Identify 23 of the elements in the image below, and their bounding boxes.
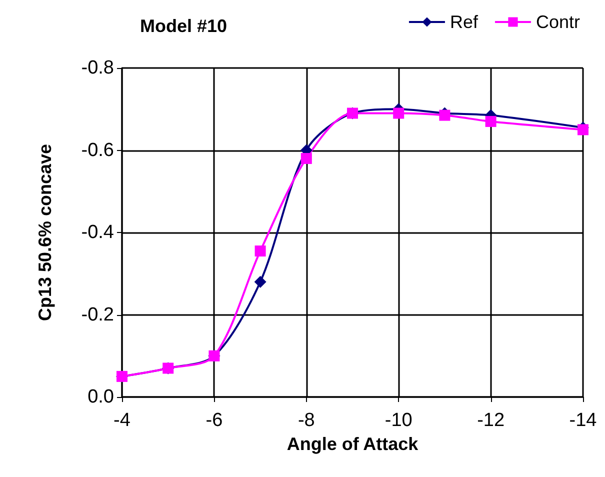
y-axis-title: Cp13 50.6% concave xyxy=(35,144,55,322)
point xyxy=(254,246,266,257)
x-tick-label: -14 xyxy=(569,410,598,431)
y-tick-label: -0.6 xyxy=(81,140,114,161)
y-tick-label: -0.8 xyxy=(81,58,114,78)
point xyxy=(578,124,588,136)
point xyxy=(254,276,266,288)
x-tick-label: -12 xyxy=(477,410,505,431)
y-tick-label: 0.0 xyxy=(88,386,114,408)
legend-label: Contr xyxy=(536,12,580,32)
y-tick-label: -0.2 xyxy=(81,304,114,326)
point xyxy=(393,108,404,119)
point xyxy=(485,116,496,127)
x-tick-label: -10 xyxy=(384,410,412,431)
legend-label: Ref xyxy=(450,12,479,32)
point xyxy=(439,110,450,121)
x-axis-title: Angle of Attack xyxy=(286,434,420,454)
point xyxy=(300,152,312,164)
x-tick-label: -4 xyxy=(114,410,131,431)
chart-title: Model #10 xyxy=(140,16,228,36)
x-tick-label: -8 xyxy=(298,410,315,431)
y-tick-label: -0.4 xyxy=(81,222,114,243)
x-tick-label: -6 xyxy=(206,410,223,431)
